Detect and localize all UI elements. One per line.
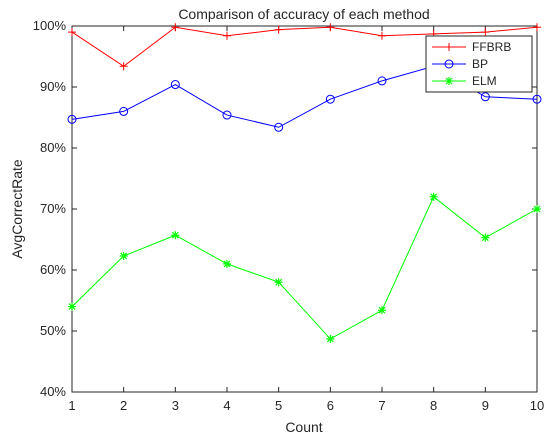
data-point-ffbrb — [223, 31, 231, 40]
data-point-bp — [325, 94, 335, 104]
data-point-elm — [223, 259, 231, 268]
marker-stroke — [170, 80, 180, 90]
y-tick-label: 90% — [40, 79, 66, 94]
y-tick-label: 80% — [40, 140, 66, 155]
marker-stroke — [532, 94, 542, 104]
y-tick-label: 100% — [33, 18, 67, 33]
data-point-ffbrb — [481, 28, 490, 37]
marker-stroke — [445, 77, 453, 85]
data-point-bp — [532, 94, 542, 104]
marker-stroke — [533, 205, 541, 213]
data-point-elm — [68, 302, 76, 311]
data-point-elm — [119, 251, 128, 260]
marker-stroke — [378, 306, 386, 314]
x-axis-label: Count — [285, 419, 322, 435]
x-tick-label: 10 — [530, 398, 544, 413]
series-line-ffbrb — [71, 26, 538, 67]
data-point-bp — [119, 106, 129, 116]
x-tick-label: 8 — [430, 398, 437, 413]
data-point-bp — [480, 92, 490, 102]
x-tick-label: 4 — [223, 398, 230, 413]
x-tick-label: 1 — [68, 398, 75, 413]
marker-stroke — [481, 234, 489, 242]
legend: FFBRB BP ELM — [425, 35, 533, 93]
data-point-bp — [67, 114, 77, 124]
data-point-bp — [377, 76, 387, 86]
marker-stroke — [326, 335, 334, 343]
marker-stroke — [120, 252, 128, 260]
x-tick-label: 9 — [482, 398, 489, 413]
data-point-elm — [533, 205, 541, 213]
data-point-ffbrb — [274, 25, 283, 34]
marker-stroke — [430, 193, 438, 201]
data-point-ffbrb — [326, 23, 335, 32]
marker-stroke — [325, 94, 335, 104]
legend-label-elm: ELM — [472, 74, 497, 88]
marker-stroke — [274, 122, 284, 132]
x-tick-label: 3 — [172, 398, 179, 413]
data-point-elm — [274, 278, 283, 287]
marker-stroke — [480, 92, 490, 102]
chart-title: Comparison of accuracy of each method — [178, 6, 429, 22]
legend-marker-ffbrb — [445, 43, 453, 51]
x-tick-label: 7 — [378, 398, 385, 413]
marker-stroke — [377, 76, 387, 86]
data-point-elm — [326, 334, 335, 343]
legend-label-bp: BP — [472, 57, 488, 71]
marker-stroke — [444, 59, 454, 69]
y-tick-label: 50% — [40, 323, 66, 338]
marker-stroke — [68, 303, 76, 311]
series-line-elm — [71, 196, 538, 340]
marker-stroke — [119, 106, 129, 116]
data-point-ffbrb — [171, 23, 180, 32]
marker-stroke — [67, 114, 77, 124]
data-point-ffbrb — [119, 62, 128, 71]
data-point-elm — [429, 192, 438, 201]
data-point-elm — [378, 306, 386, 315]
data-point-elm — [171, 231, 180, 240]
marker-stroke — [171, 231, 179, 239]
y-axis-label: AvgCorrectRate — [9, 159, 25, 259]
data-point-ffbrb — [68, 28, 76, 37]
y-tick-label: 40% — [40, 384, 66, 399]
x-tick-label: 2 — [120, 398, 127, 413]
legend-label-ffbrb: FFBRB — [472, 40, 511, 54]
data-point-bp — [170, 80, 180, 90]
legend-marker-bp — [444, 59, 454, 69]
data-point-ffbrb — [533, 23, 541, 32]
x-tick-label: 6 — [327, 398, 334, 413]
y-tick-label: 60% — [40, 262, 66, 277]
legend-marker-elm — [445, 77, 453, 85]
marker-stroke — [222, 110, 232, 120]
y-tick-label: 70% — [40, 201, 66, 216]
data-point-ffbrb — [378, 31, 386, 40]
data-point-bp — [222, 110, 232, 120]
marker-stroke — [275, 278, 283, 286]
data-point-elm — [481, 233, 490, 242]
marker-stroke — [223, 260, 231, 268]
x-tick-label: 5 — [275, 398, 282, 413]
data-point-bp — [274, 122, 284, 132]
